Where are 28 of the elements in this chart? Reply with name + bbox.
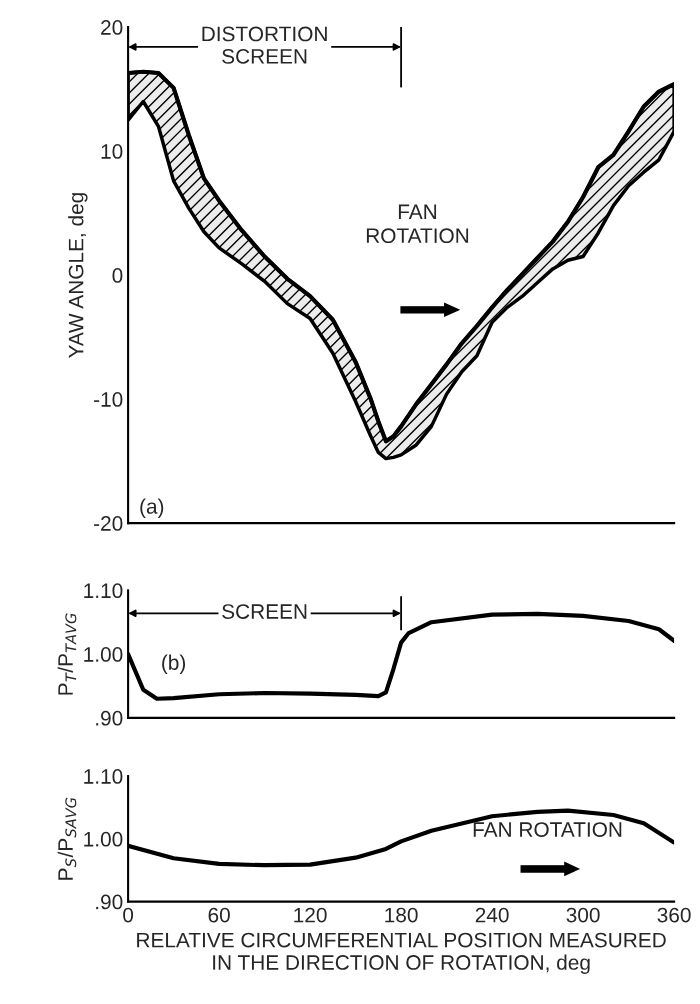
- x-tick-label: 60: [208, 907, 230, 923]
- annotation: (a): [140, 498, 164, 518]
- x-tick-label: 120: [294, 907, 327, 923]
- y-tick-label: 20: [101, 20, 123, 35]
- y-tick-label: -10: [94, 392, 123, 407]
- x-tick-label: 360: [657, 907, 691, 923]
- y-tick-label: 1.10: [84, 769, 123, 784]
- x-tick-label: 300: [566, 907, 600, 923]
- y-tick-label: 1.00: [84, 647, 123, 662]
- x-axis-title: RELATIVE CIRCUMFERENTIAL POSITION MEASURED IN THE DIRECTION OF ROTATION, deg: [137, 932, 666, 974]
- y-axis-title: YAW ANGLE, deg: [68, 193, 88, 359]
- annotation: (b): [162, 654, 186, 675]
- y-tick-label: 0: [112, 268, 123, 283]
- annotation: FAN ROTATION: [473, 822, 622, 837]
- annotation: FAN ROTATION: [366, 204, 469, 244]
- y-tick-label: 1.00: [84, 831, 123, 847]
- y-tick-label: -20: [94, 516, 123, 531]
- x-tick-label: 0: [123, 907, 134, 923]
- y-tick-label: .90: [96, 894, 123, 910]
- y-tick-label: 1.10: [84, 583, 123, 599]
- x-tick-label: 240: [475, 907, 509, 923]
- y-axis-title: P$_{T}$/P$_{TAVG}$: [57, 613, 77, 695]
- y-tick-label: .90: [96, 710, 123, 726]
- y-axis-title: P$_{S}$/P$_{SAVG}$: [57, 797, 77, 880]
- y-tick-label: 10: [101, 144, 123, 159]
- ref-line-label: DISTORTION SCREEN: [202, 26, 327, 64]
- ref-line-label: SCREEN: [222, 604, 307, 619]
- x-tick-label: 180: [385, 907, 418, 923]
